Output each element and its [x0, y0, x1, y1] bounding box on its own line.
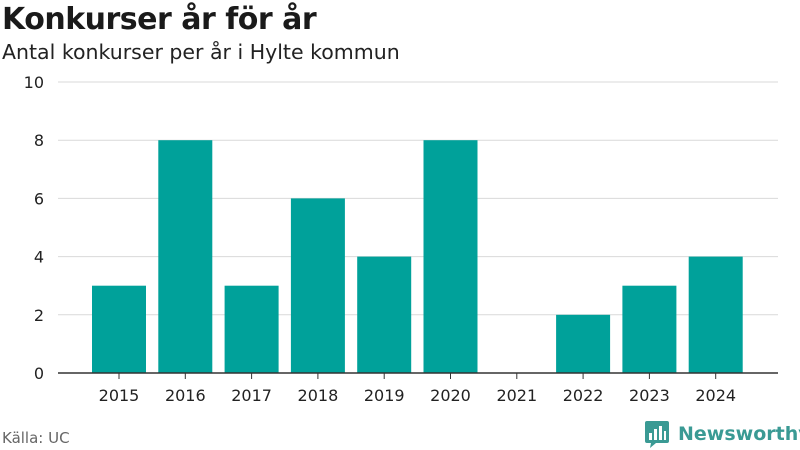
bar-2016	[158, 140, 213, 373]
x-tick-label: 2018	[298, 386, 339, 405]
chart-subtitle: Antal konkurser per år i Hylte kommun	[2, 40, 400, 64]
x-tick-label: 2022	[563, 386, 604, 405]
y-tick-label: 2	[34, 306, 44, 325]
bar-2023	[622, 285, 677, 373]
bar-2017	[224, 285, 279, 373]
y-tick-label: 6	[34, 189, 44, 208]
source-note: Källa: UC	[2, 429, 70, 447]
newsworthy-wordmark: Newsworthy	[678, 423, 800, 445]
y-tick-label: 10	[24, 73, 44, 92]
bar-2015	[92, 285, 146, 373]
y-tick-label: 4	[34, 248, 44, 267]
bar-2022	[556, 314, 611, 373]
x-tick-label: 2020	[430, 386, 471, 405]
y-axis-ticks: 0 2 4 6 8 10	[24, 73, 44, 383]
chart-title: Konkurser år för år	[2, 2, 317, 37]
bar-2019	[357, 256, 412, 373]
y-tick-label: 0	[34, 364, 44, 383]
bar-2024	[688, 256, 743, 373]
x-tick-label: 2019	[364, 386, 405, 405]
x-tick-label: 2017	[231, 386, 272, 405]
bars	[92, 140, 743, 373]
x-tick-label: 2016	[165, 386, 206, 405]
newsworthy-logo-icon	[645, 421, 669, 448]
bar-2018	[290, 198, 345, 373]
x-axis-ticks: 2015 2016 2017 2018 2019 2020 2021 2022 2023 2024	[58, 372, 778, 405]
x-tick-label: 2024	[695, 386, 736, 405]
x-tick-label: 2023	[629, 386, 670, 405]
x-tick-label: 2015	[99, 386, 140, 405]
bar-2020	[423, 140, 478, 373]
x-tick-label: 2021	[496, 386, 537, 405]
newsworthy-logo: Newsworthy	[644, 419, 800, 449]
y-tick-label: 8	[34, 131, 44, 150]
